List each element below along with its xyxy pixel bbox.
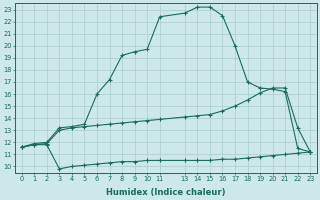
X-axis label: Humidex (Indice chaleur): Humidex (Indice chaleur) xyxy=(106,188,226,197)
